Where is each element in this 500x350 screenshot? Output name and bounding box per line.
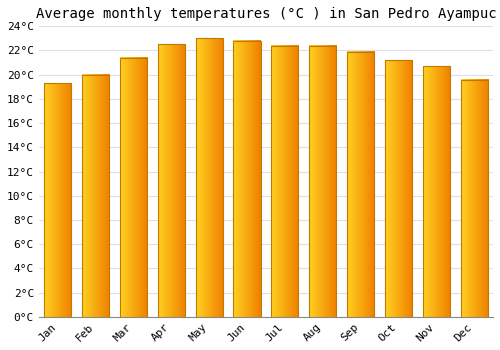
Bar xyxy=(196,38,223,317)
Bar xyxy=(422,66,450,317)
Bar xyxy=(158,44,185,317)
Bar xyxy=(44,83,72,317)
Bar xyxy=(271,46,298,317)
Bar xyxy=(460,79,488,317)
Bar xyxy=(309,46,336,317)
Bar xyxy=(234,41,260,317)
Title: Average monthly temperatures (°C ) in San Pedro Ayampuc: Average monthly temperatures (°C ) in Sa… xyxy=(36,7,496,21)
Bar xyxy=(82,75,109,317)
Bar xyxy=(347,52,374,317)
Bar xyxy=(385,60,412,317)
Bar xyxy=(120,58,147,317)
